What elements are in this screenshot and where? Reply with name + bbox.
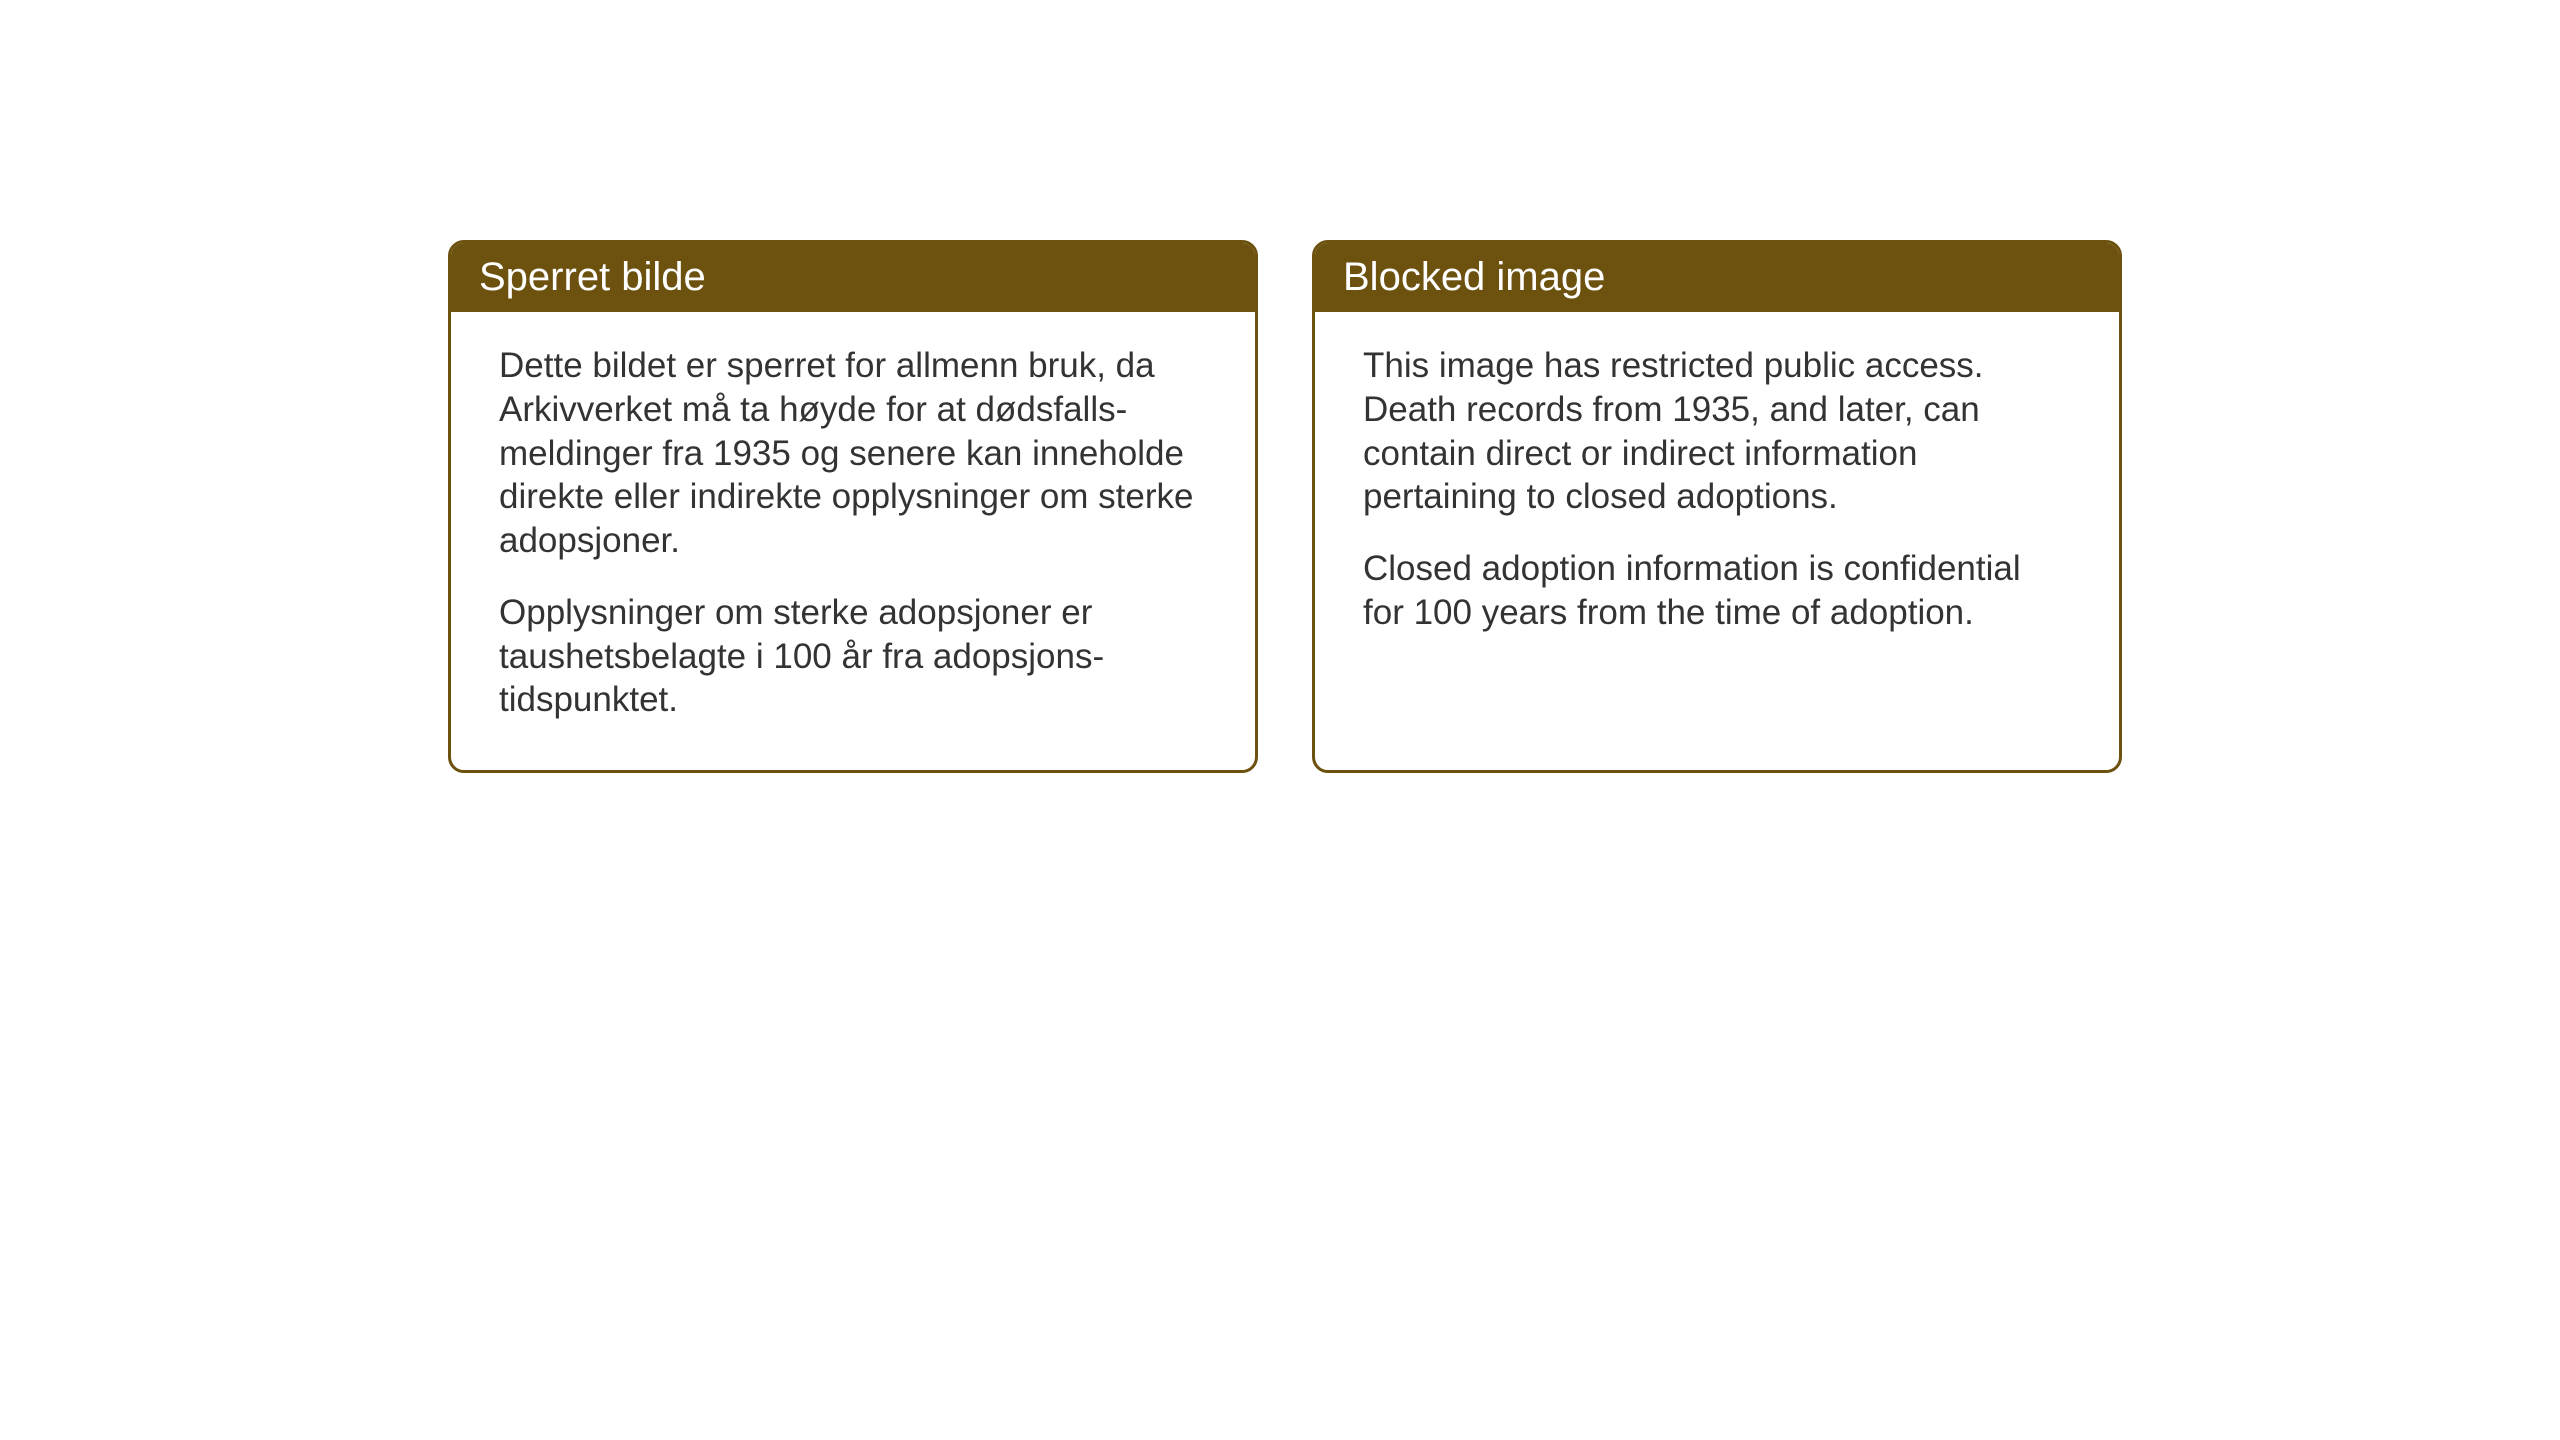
card-paragraph-english-1: This image has restricted public access.… — [1363, 344, 2071, 519]
card-norwegian: Sperret bilde Dette bildet er sperret fo… — [448, 240, 1258, 773]
card-title-english: Blocked image — [1343, 255, 1605, 299]
cards-container: Sperret bilde Dette bildet er sperret fo… — [448, 240, 2122, 773]
card-paragraph-norwegian-1: Dette bildet er sperret for allmenn bruk… — [499, 344, 1207, 563]
card-header-english: Blocked image — [1315, 243, 2119, 312]
card-header-norwegian: Sperret bilde — [451, 243, 1255, 312]
card-paragraph-norwegian-2: Opplysninger om sterke adopsjoner er tau… — [499, 591, 1207, 722]
card-body-norwegian: Dette bildet er sperret for allmenn bruk… — [451, 312, 1255, 770]
card-paragraph-english-2: Closed adoption information is confident… — [1363, 547, 2071, 635]
card-english: Blocked image This image has restricted … — [1312, 240, 2122, 773]
card-title-norwegian: Sperret bilde — [479, 255, 706, 299]
card-body-english: This image has restricted public access.… — [1315, 312, 2119, 683]
